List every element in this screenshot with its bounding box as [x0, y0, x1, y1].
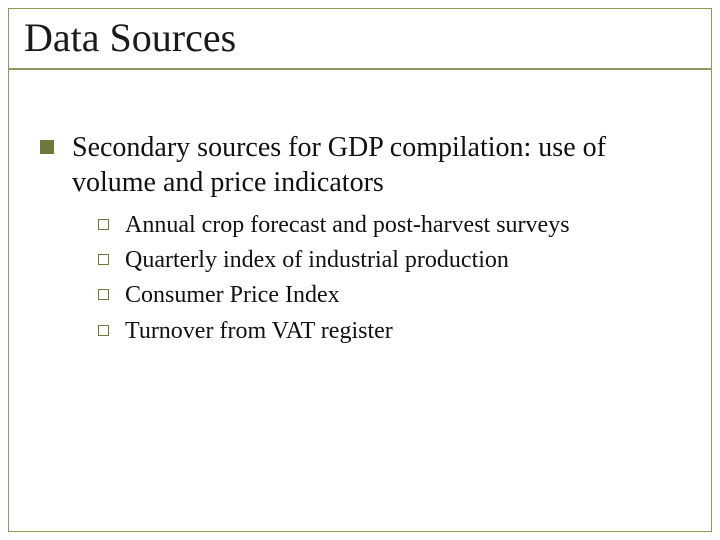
title-region: Data Sources: [24, 14, 696, 67]
bullet-level2-text: Consumer Price Index: [125, 280, 340, 311]
bullet-level2: Consumer Price Index: [98, 280, 680, 311]
bullet-level2: Annual crop forecast and post-harvest su…: [98, 210, 680, 241]
square-bullet-icon: [40, 140, 54, 154]
title-underline: [8, 68, 712, 70]
bullet-level2-text: Annual crop forecast and post-harvest su…: [125, 210, 570, 241]
hollow-square-bullet-icon: [98, 289, 109, 300]
hollow-square-bullet-icon: [98, 254, 109, 265]
slide-title: Data Sources: [24, 14, 696, 67]
bullet-level2-text: Quarterly index of industrial production: [125, 245, 509, 276]
hollow-square-bullet-icon: [98, 219, 109, 230]
bullet-level2: Quarterly index of industrial production: [98, 245, 680, 276]
hollow-square-bullet-icon: [98, 325, 109, 336]
sub-bullet-list: Annual crop forecast and post-harvest su…: [98, 210, 680, 347]
bullet-level2-text: Turnover from VAT register: [125, 316, 393, 347]
bullet-level1: Secondary sources for GDP compilation: u…: [40, 130, 680, 200]
bullet-level2: Turnover from VAT register: [98, 316, 680, 347]
content-region: Secondary sources for GDP compilation: u…: [40, 130, 680, 351]
bullet-level1-text: Secondary sources for GDP compilation: u…: [72, 130, 680, 200]
